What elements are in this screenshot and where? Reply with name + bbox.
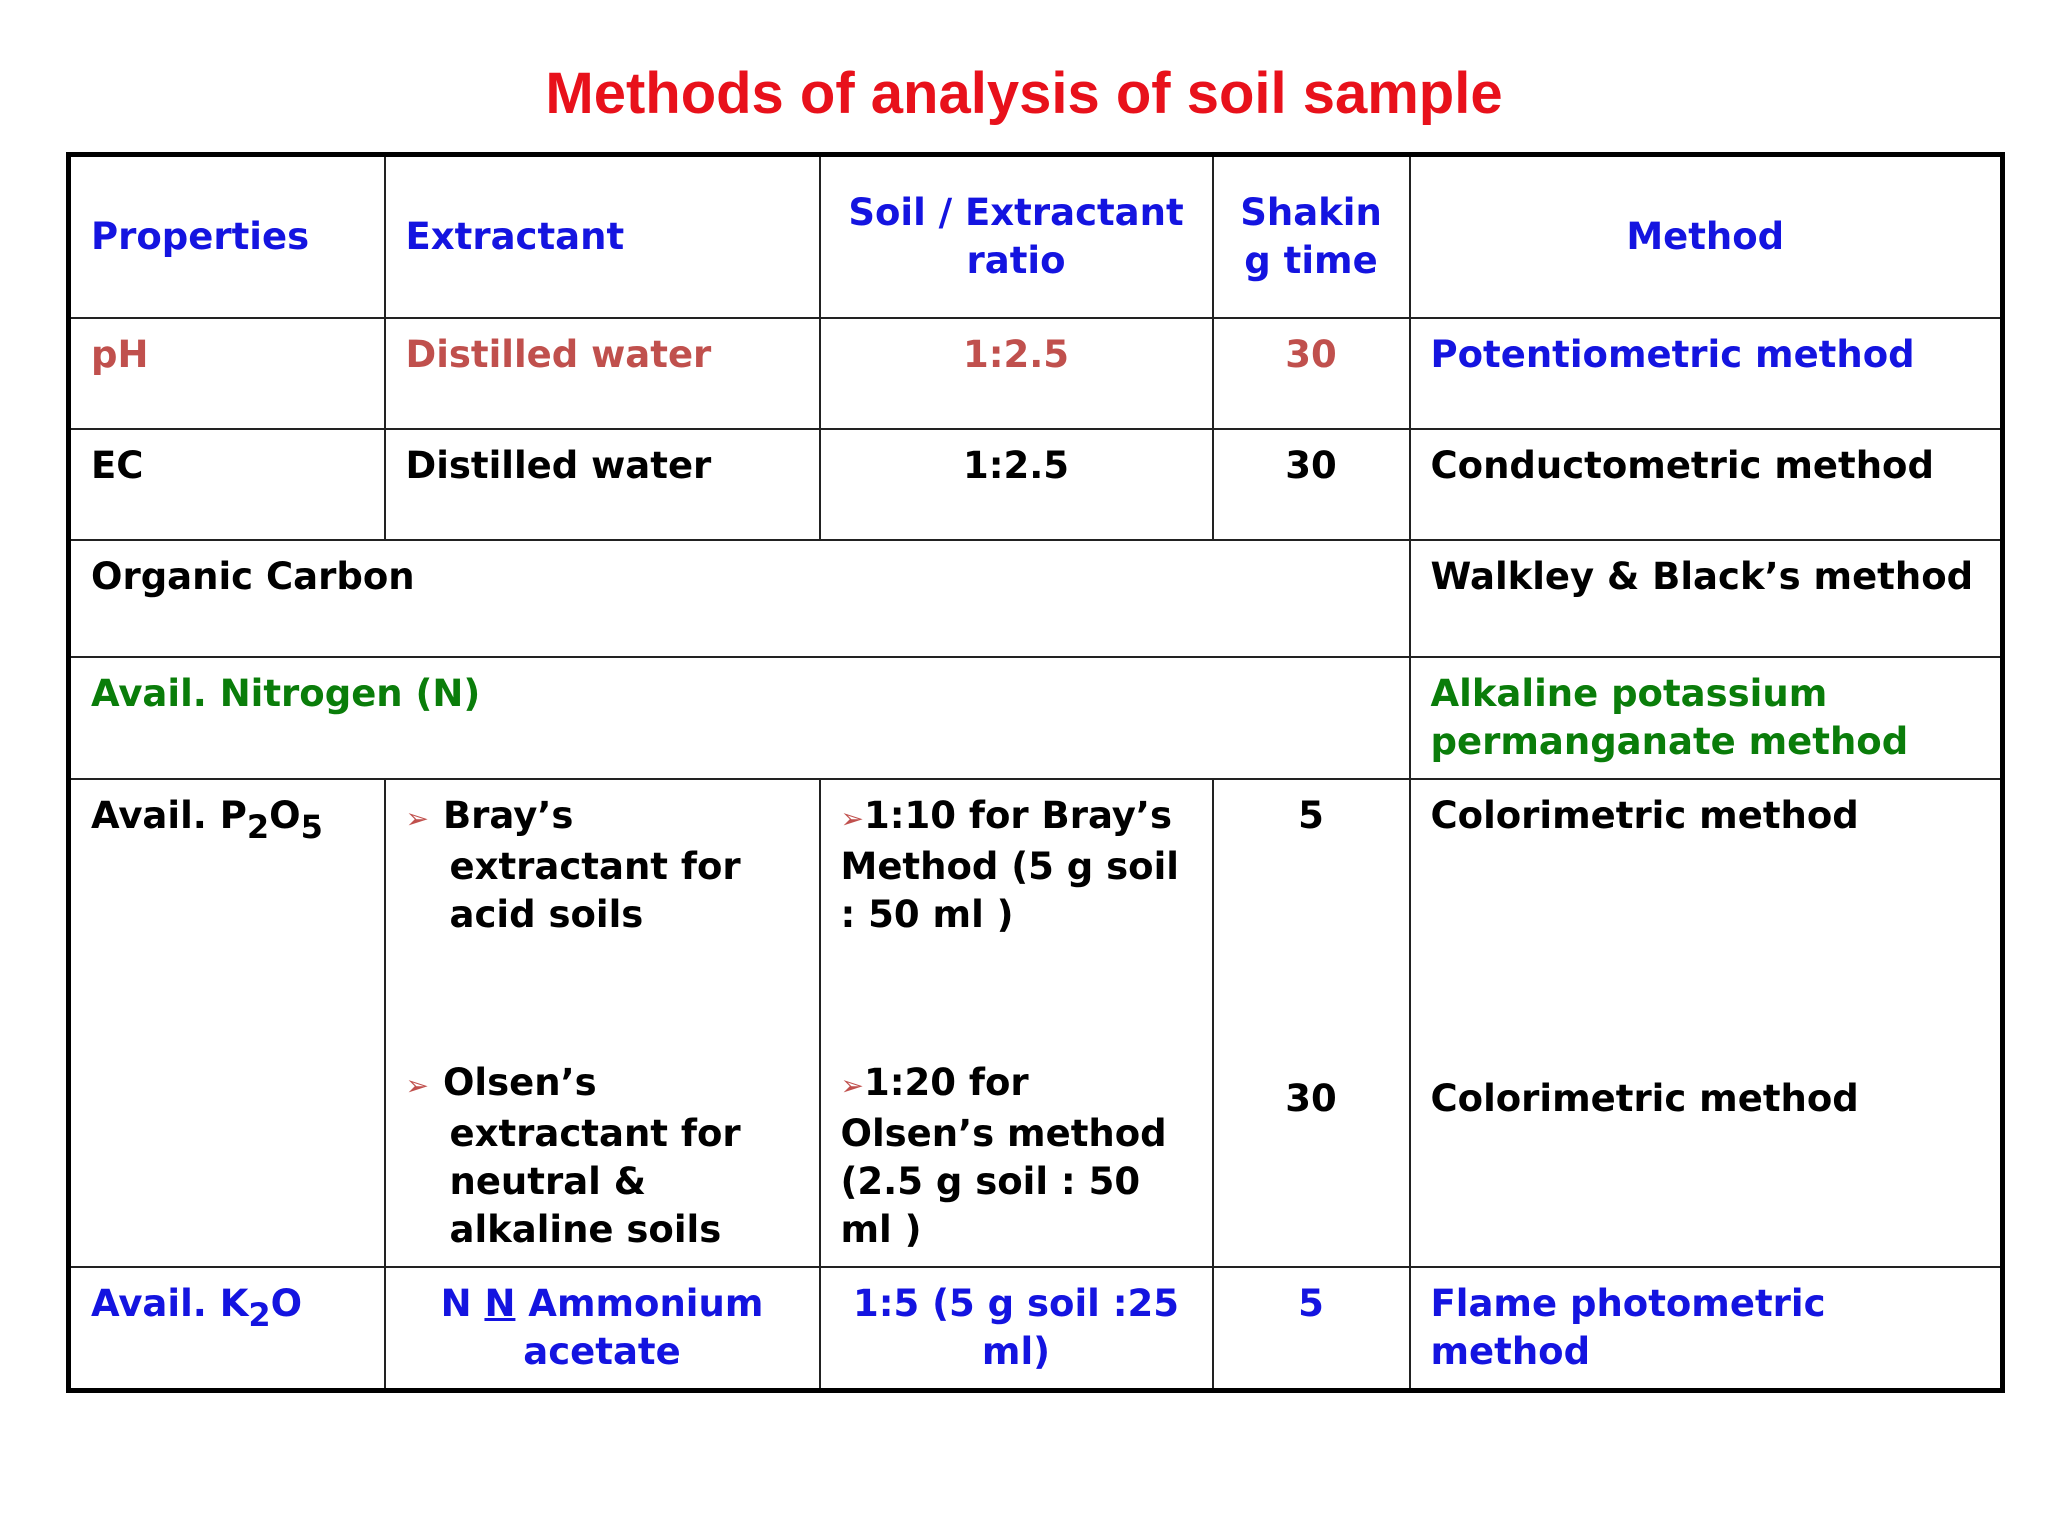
row: EC Distilled water 1:2.5 30 Conductometr… (67, 427, 2004, 541)
row: Avail. K2O N N Ammonium acetate 1:5 (5 g… (67, 1265, 2004, 1391)
cell: Flame photometric method (1408, 1265, 2004, 1391)
header-row: Properties Extractant Soil / Extractant … (67, 153, 2004, 319)
header-cell: Shakin g time (1211, 153, 1411, 319)
title: Methods of analysis of soil sample (545, 61, 1503, 126)
cell: ➢ Bray’s extractant for acid soils (383, 777, 821, 1047)
header-cell: Extractant (383, 153, 821, 319)
header-cell: Soil / Extractant ratio (818, 153, 1214, 319)
text: Avail. P (91, 793, 247, 837)
cell: 30 (1211, 1046, 1411, 1268)
cell: Avail. P2O5 (67, 777, 386, 1268)
subscript: 2 (248, 1295, 271, 1334)
subscript: 5 (300, 807, 323, 846)
row: Avail. P2O5 ➢ Bray’s extractant for acid … (67, 777, 2004, 1268)
cell: Colorimetric method (1408, 1046, 2004, 1268)
text: O (270, 1281, 303, 1325)
cell: Distilled water (383, 427, 821, 541)
row: Organic Carbon Walkley & Black’s method (67, 538, 2004, 658)
cell: 5 (1211, 777, 1411, 1047)
text: Bray’s extractant for acid soils (442, 793, 741, 936)
cell: Conductometric method (1408, 427, 2004, 541)
cell: Walkley & Black’s method (1408, 538, 2004, 658)
text: Ammonium acetate (515, 1281, 764, 1373)
row: pH Distilled water 1:2.5 30 Potentiometr… (67, 316, 2004, 430)
analysis-table: Properties Extractant Soil / Extractant … (66, 152, 2005, 1393)
cell: Alkaline potassium permanganate method (1408, 655, 2004, 780)
cell: 1:5 (5 g soil :25 ml) (818, 1265, 1214, 1391)
cell: N N Ammonium acetate (383, 1265, 821, 1391)
subscript: 2 (246, 807, 270, 846)
cell: Avail. K2O (67, 1265, 386, 1391)
text: 1:10 for Bray’s Method (5 g soil : 50 ml… (840, 793, 1179, 936)
cell: Organic Carbon (67, 538, 1411, 658)
bullet: ➢ (840, 801, 864, 835)
header-cell: Method (1408, 153, 2004, 319)
cell: 30 (1211, 316, 1411, 430)
cell: 30 (1211, 427, 1411, 541)
cell: Colorimetric method (1408, 777, 2004, 1047)
cell: ➢1:10 for Bray’s Method (5 g soil : 50 m… (818, 777, 1214, 1047)
cell: pH (67, 316, 386, 430)
cell: Distilled water (383, 316, 821, 430)
cell: ➢1:20 for Olsen’s method (2.5 g soil : 5… (818, 1046, 1214, 1268)
cell: Potentiometric method (1408, 316, 2004, 430)
row: ➢ Olsen’s extractant for neutral & alkali… (69, 1046, 2004, 1268)
text: 1:20 for Olsen’s method (2.5 g soil : 50… (840, 1060, 1167, 1251)
text: Olsen’s extractant for neutral & alkalin… (442, 1060, 741, 1251)
cell: 1:2.5 (818, 427, 1214, 541)
bullet: ➢ (405, 801, 429, 835)
text: N (484, 1281, 516, 1325)
text: N (440, 1281, 485, 1325)
line: Shakin (1240, 190, 1382, 234)
cell: Avail. Nitrogen (N) (67, 655, 1411, 780)
cell: 1:2.5 (818, 316, 1214, 430)
header-cell: Properties (67, 153, 386, 319)
cell: EC (67, 427, 386, 541)
bullet: ➢ (405, 1068, 429, 1102)
line: g time (1244, 238, 1378, 282)
cell: ➢ Olsen’s extractant for neutral & alkali… (383, 1046, 821, 1268)
text: O (269, 793, 301, 837)
bullet: ➢ (840, 1068, 864, 1102)
row: Avail. Nitrogen (N) Alkaline potassium p… (67, 655, 2004, 780)
cell: 5 (1211, 1265, 1411, 1391)
text: Avail. K (91, 1281, 249, 1325)
